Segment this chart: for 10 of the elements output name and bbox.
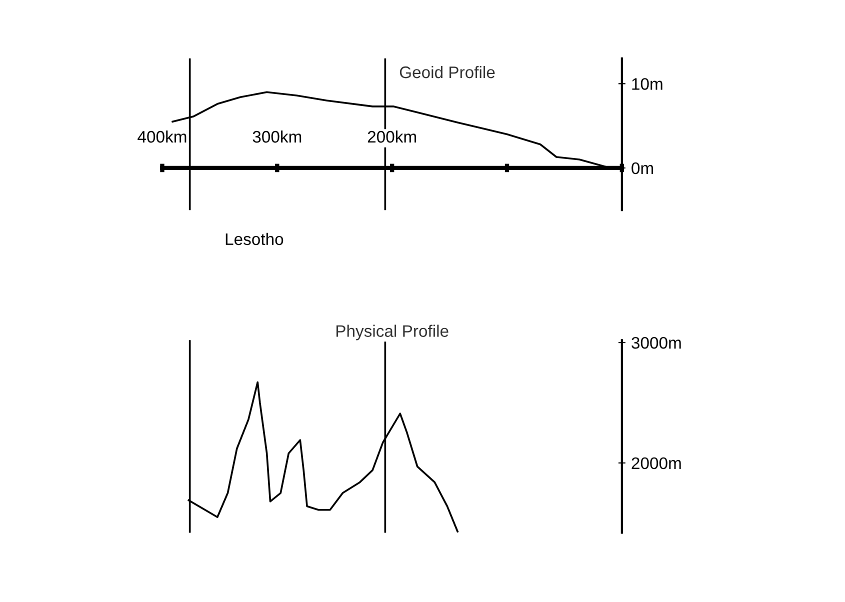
text: Lesotho (226, 232, 284, 246)
y-tick-label: 2000m (632, 457, 681, 470)
x-tick-label: 300km (252, 130, 302, 143)
y-tick-label: 3000m (632, 336, 681, 349)
x-tick-label: 400km (138, 130, 186, 143)
y-tick-label: 0m (632, 162, 653, 174)
x-tick-label: 200km (368, 130, 416, 143)
y-tick-label: 10m (632, 78, 662, 90)
chart-title: Geoid Profile (400, 66, 495, 78)
chart-title: Physical Profile (336, 324, 448, 340)
